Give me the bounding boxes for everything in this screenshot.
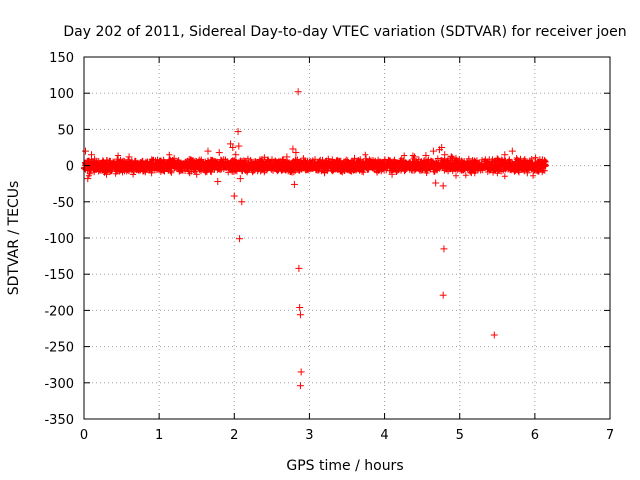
data-point [234, 128, 242, 136]
data-point [439, 182, 447, 190]
data-point [471, 169, 479, 177]
data-point [438, 144, 446, 151]
data-point [501, 151, 509, 159]
y-tick-label: 100 [49, 87, 74, 102]
data-point [148, 169, 156, 177]
data-point [422, 151, 430, 159]
data-point [351, 154, 359, 162]
chart-title: Day 202 of 2011, Sidereal Day-to-day VTE… [63, 24, 626, 40]
y-axis-label: SDTVAR / TECUs [6, 181, 22, 296]
y-tick-label: -250 [44, 341, 74, 356]
data-point [411, 153, 419, 161]
data-point [508, 147, 516, 155]
x-tick-label: 0 [80, 428, 88, 443]
data-point [490, 331, 498, 339]
data-point [214, 178, 222, 186]
x-tick-label: 2 [230, 428, 238, 443]
y-tick-label: 50 [57, 123, 74, 138]
data-point [452, 154, 460, 162]
y-tick-label: -200 [44, 304, 74, 319]
y-tick-label: -350 [44, 413, 74, 428]
data-point [388, 170, 396, 178]
data-point [88, 151, 96, 159]
y-tick-label: -50 [53, 196, 74, 211]
x-tick-label: 5 [456, 428, 464, 443]
data-point [236, 235, 244, 243]
data-point [289, 145, 297, 153]
data-point [439, 291, 447, 299]
data-point [290, 180, 298, 188]
y-tick-label: -300 [44, 377, 74, 392]
data-point [297, 368, 305, 376]
data-point [296, 304, 304, 312]
x-tick-label: 1 [155, 428, 163, 443]
data-point [215, 149, 223, 157]
data-point [229, 144, 237, 151]
data-point [204, 147, 212, 155]
x-tick-label: 4 [380, 428, 388, 443]
data-point [523, 169, 531, 177]
data-point [264, 156, 272, 164]
data-point [292, 149, 300, 157]
plot-frame [83, 56, 611, 420]
data-point [230, 192, 238, 200]
data-point [236, 175, 244, 183]
data-point [429, 147, 437, 155]
y-tick-label: 150 [49, 51, 74, 66]
data-point [235, 142, 243, 150]
data-point [84, 175, 92, 183]
data-point [227, 140, 235, 148]
y-axis-ticks: 150 100 50 0 -50 -100 -150 -200 -250 -300 -350 [44, 51, 610, 428]
data-point [441, 151, 449, 159]
y-tick-label: -150 [44, 268, 74, 283]
data-point [283, 153, 291, 161]
data-point [320, 169, 328, 177]
data-points [82, 88, 546, 390]
y-tick-label: 0 [66, 160, 74, 175]
data-point [538, 156, 546, 164]
data-point [238, 198, 246, 206]
data-point [295, 264, 303, 272]
data-point [125, 153, 133, 161]
y-tick-label: -100 [44, 232, 74, 247]
data-point [193, 170, 201, 178]
x-tick-label: 6 [531, 428, 539, 443]
grid-lines [84, 57, 610, 419]
data-point [232, 151, 240, 159]
data-point [432, 179, 440, 187]
x-tick-label: 3 [305, 428, 313, 443]
data-point [440, 245, 448, 253]
data-point [103, 170, 111, 178]
data-point [170, 154, 178, 162]
x-axis-label: GPS time / hours [286, 458, 403, 474]
data-point [82, 147, 90, 155]
data-point [296, 311, 304, 319]
x-tick-label: 7 [606, 428, 614, 443]
x-axis-ticks: 0 1 2 3 4 5 6 7 [80, 57, 614, 443]
data-point [296, 382, 304, 390]
data-point [294, 88, 302, 96]
